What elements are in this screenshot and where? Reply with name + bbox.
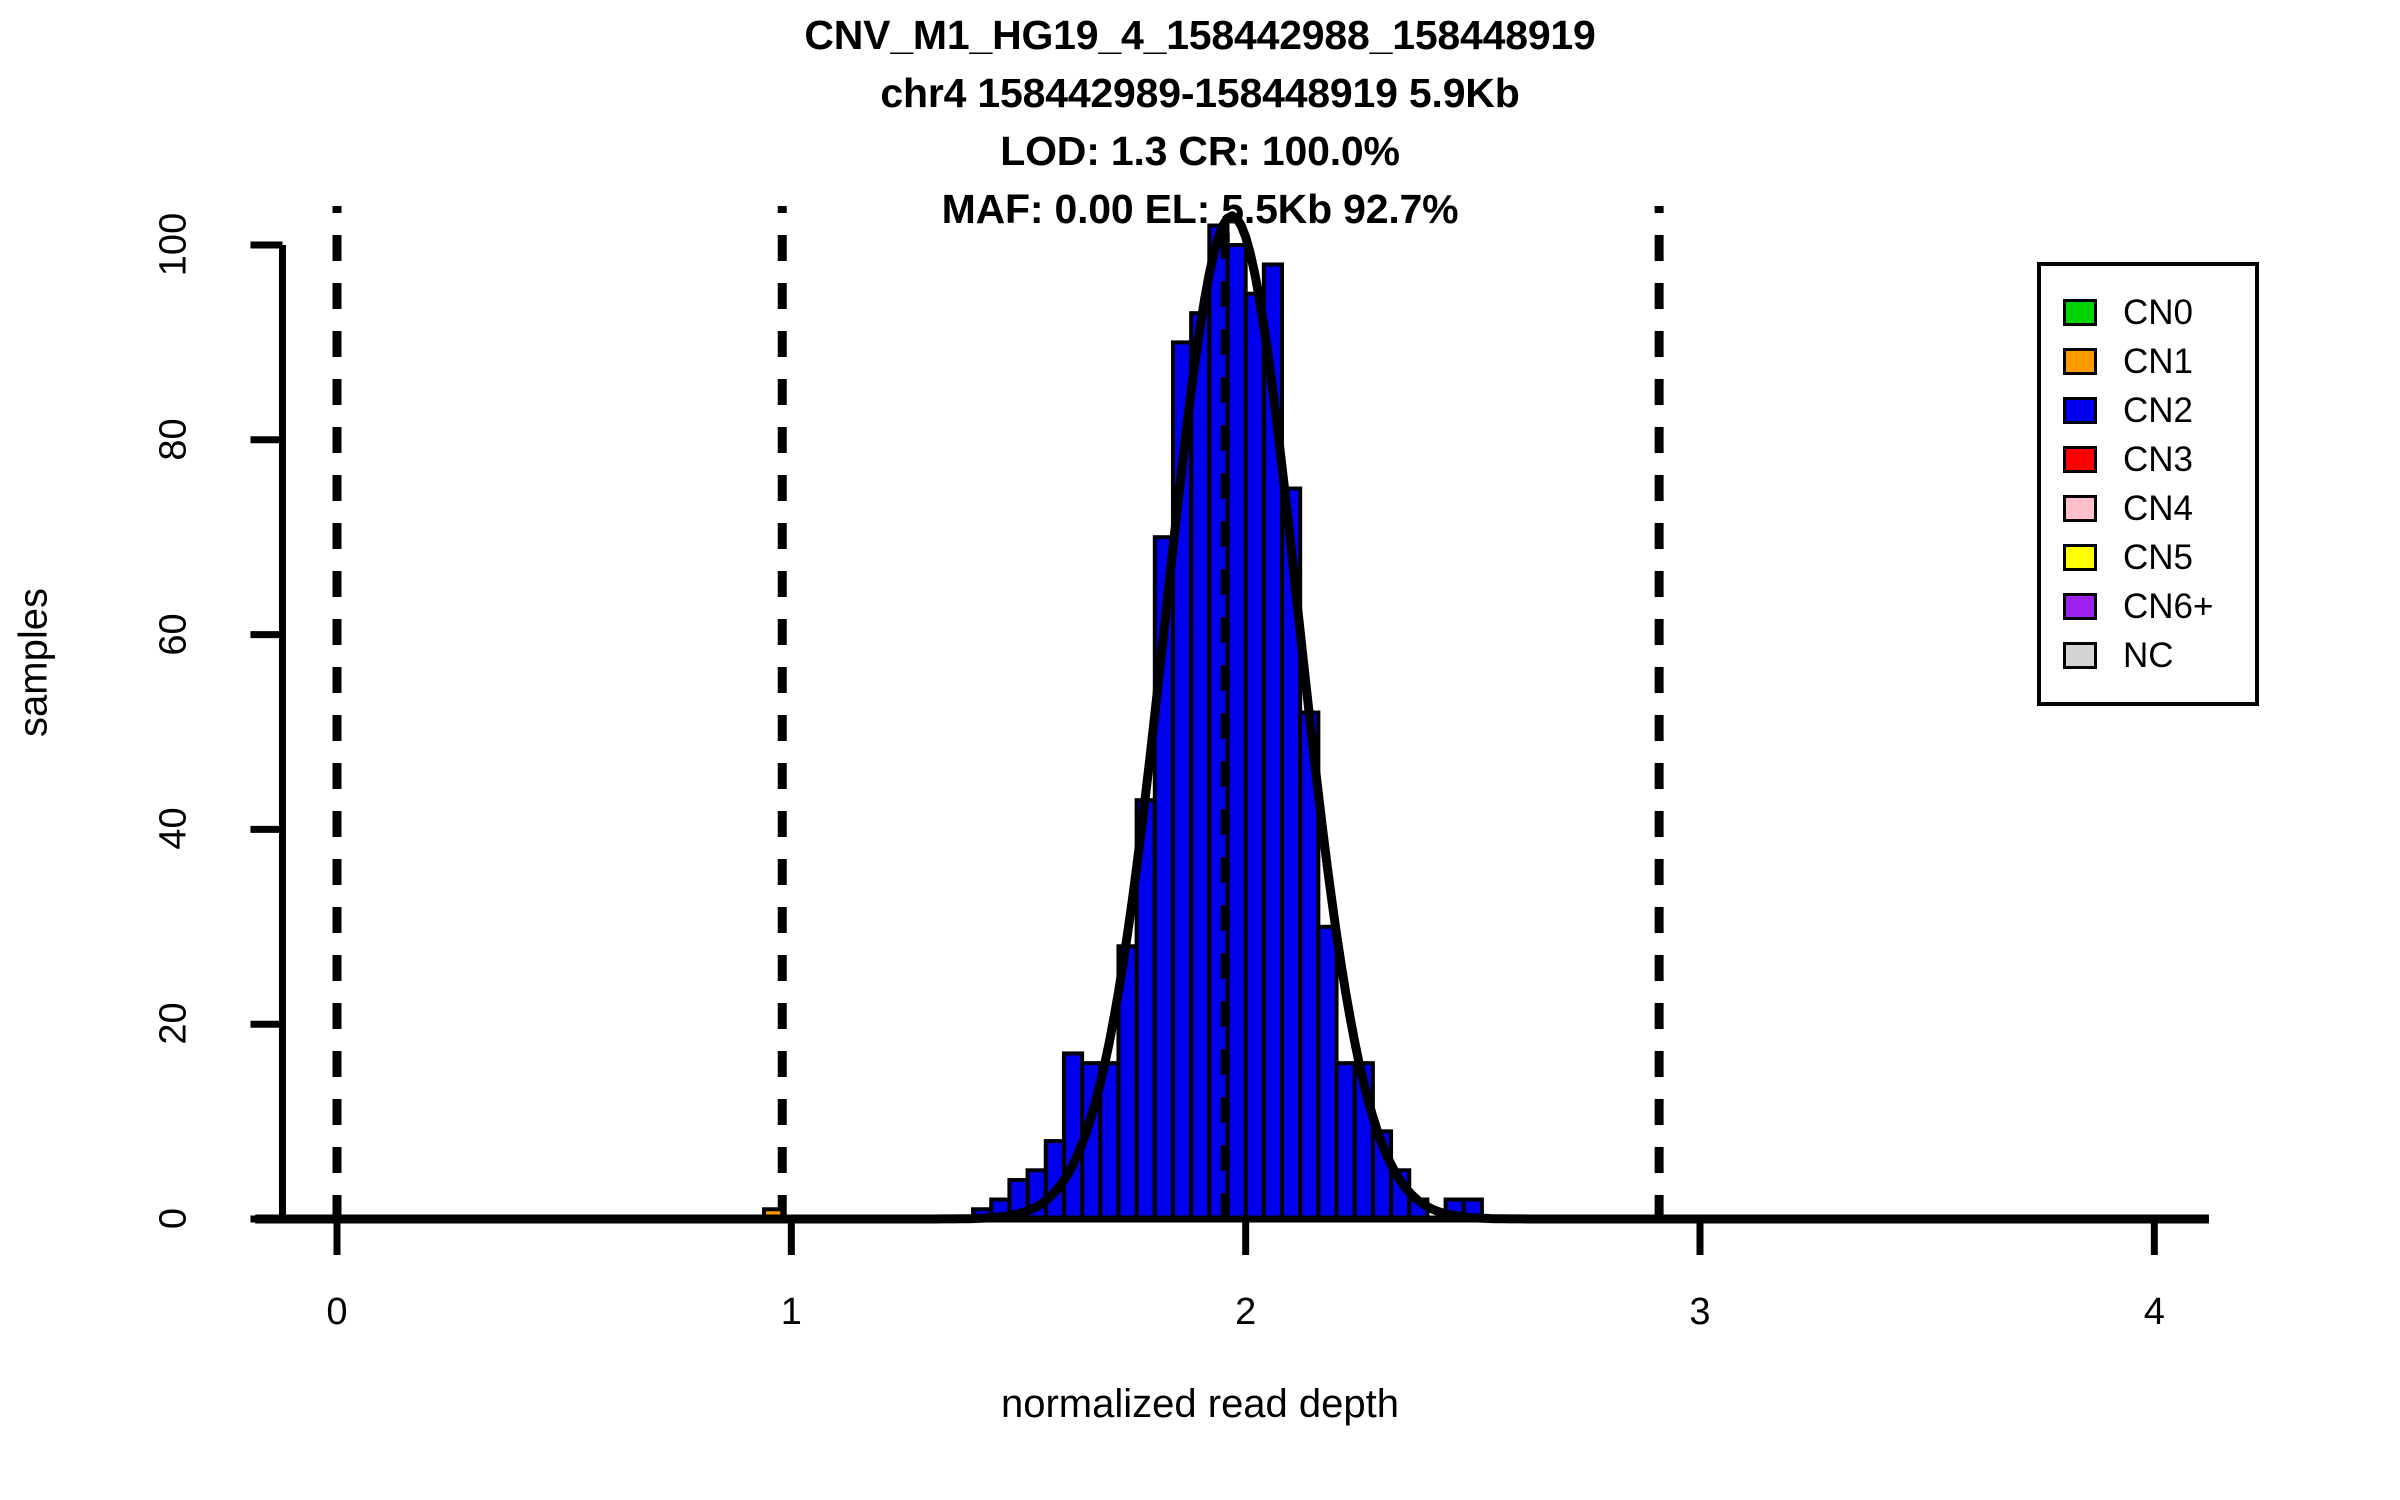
legend-label: CN3 — [2123, 440, 2194, 479]
title-line-4: MAF: 0.00 EL: 5.5Kb 92.7% — [941, 186, 1459, 232]
histogram-bar — [1061, 1051, 1085, 1222]
legend-item-cn0[interactable]: CN0 — [2041, 288, 2255, 337]
x-tick-label-1: 1 — [780, 1291, 802, 1333]
x-axis-label: normalized read depth — [1000, 1382, 1400, 1426]
legend-label: CN0 — [2123, 293, 2194, 332]
legend-item-cn2[interactable]: CN2 — [2041, 386, 2255, 435]
legend-item-cn3[interactable]: CN3 — [2041, 435, 2255, 484]
legend-swatch-icon — [2063, 593, 2097, 620]
legend-label: CN5 — [2123, 538, 2194, 577]
histogram-bar — [1189, 311, 1212, 1221]
title-line-1: CNV_M1_HG19_4_158442988_158448919 — [804, 12, 1596, 58]
legend-item-cn5[interactable]: CN5 — [2041, 533, 2255, 582]
legend: CN0 CN1 CN2 CN3 CN4 CN5 CN6+ NC — [2037, 262, 2259, 706]
x-tick-label-0: 0 — [326, 1291, 348, 1333]
title-line-3: LOD: 1.3 CR: 100.0% — [1000, 128, 1400, 174]
legend-item-nc[interactable]: NC — [2041, 631, 2255, 680]
axis-lines-group — [250, 241, 2209, 1255]
legend-item-cn1[interactable]: CN1 — [2041, 337, 2255, 386]
legend-swatch-icon — [2063, 397, 2097, 424]
legend-item-cn6plus[interactable]: CN6+ — [2041, 582, 2255, 631]
legend-label: CN2 — [2123, 391, 2194, 430]
title-line-2: chr4 158442989-158448919 5.9Kb — [880, 70, 1520, 116]
legend-swatch-icon — [2063, 446, 2097, 473]
legend-label: NC — [2123, 636, 2174, 675]
plot-title: CNV_M1_HG19_4_158442988_158448919 chr4 1… — [0, 6, 2400, 238]
x-tick-label-4: 4 — [2143, 1291, 2165, 1333]
legend-swatch-icon — [2063, 544, 2097, 571]
legend-label: CN4 — [2123, 489, 2194, 528]
legend-swatch-icon — [2063, 299, 2097, 326]
reference-lines-group — [332, 206, 1664, 1221]
histogram-bar — [1334, 1061, 1357, 1222]
legend-label: CN6+ — [2123, 587, 2214, 626]
legend-label: CN1 — [2123, 342, 2194, 381]
legend-swatch-icon — [2063, 348, 2097, 375]
histogram-bar — [1243, 291, 1266, 1221]
legend-swatch-icon — [2063, 642, 2097, 669]
x-tick-label-3: 3 — [1689, 1291, 1711, 1333]
histogram-bar — [1316, 924, 1339, 1221]
histogram-bars-group — [762, 223, 1484, 1222]
legend-item-cn4[interactable]: CN4 — [2041, 484, 2255, 533]
histogram-bar — [1225, 243, 1248, 1221]
legend-swatch-icon — [2063, 495, 2097, 522]
x-tick-label-2: 2 — [1235, 1291, 1257, 1333]
